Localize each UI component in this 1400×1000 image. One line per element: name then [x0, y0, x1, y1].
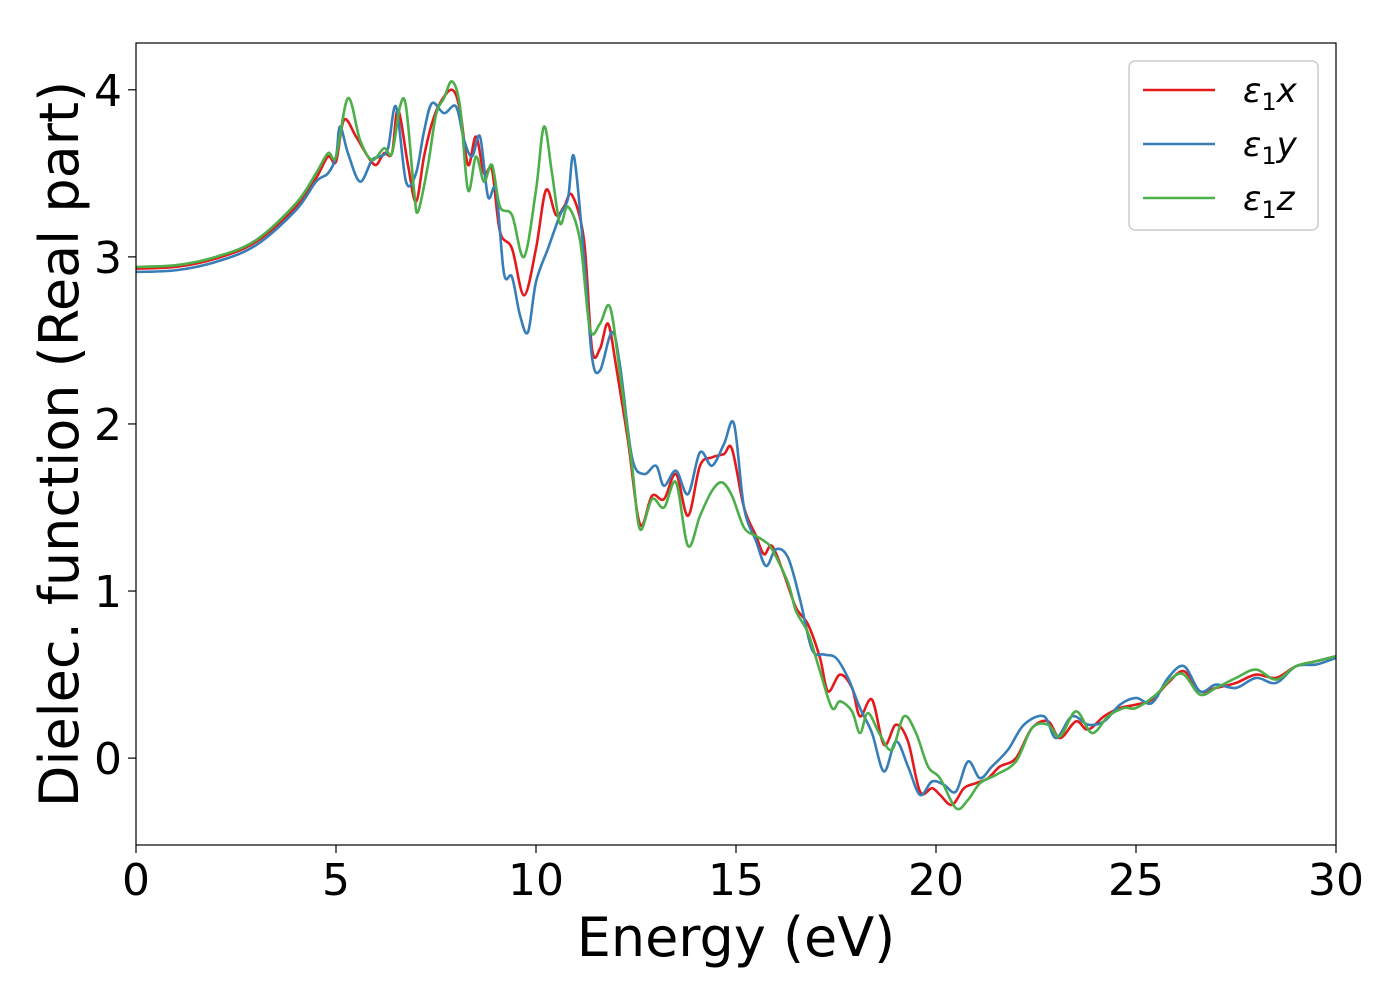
x-tick-label: 20 [908, 855, 964, 906]
x-tick-label: 15 [708, 855, 764, 906]
series-line-z [136, 80, 1336, 811]
y-tick-label: 3 [94, 233, 122, 284]
y-tick-label: 4 [94, 66, 122, 117]
x-tick-label: 0 [122, 855, 150, 906]
legend: ε1x ε1y ε1z [1128, 60, 1319, 231]
series-layer [136, 80, 1336, 811]
x-tick-label: 30 [1308, 855, 1364, 906]
y-tick-label: 0 [94, 734, 122, 785]
y-axis-ticks: 0 1 2 3 4 [94, 66, 136, 785]
y-tick-label: 1 [94, 567, 122, 618]
legend-label-z: ε1z [1243, 179, 1296, 224]
x-tick-label: 10 [508, 855, 564, 906]
y-axis-label: Dielec. function (Real part) [28, 81, 91, 807]
legend-box [1128, 60, 1319, 231]
legend-label-x: ε1x [1243, 71, 1298, 116]
legend-label-y: ε1y [1243, 125, 1298, 170]
y-tick-label: 2 [94, 400, 122, 451]
x-axis-label: Energy (eV) [577, 906, 896, 969]
x-tick-label: 5 [322, 855, 350, 906]
x-tick-label: 25 [1108, 855, 1164, 906]
x-axis-ticks: 0 5 10 15 20 25 30 [122, 845, 1364, 906]
